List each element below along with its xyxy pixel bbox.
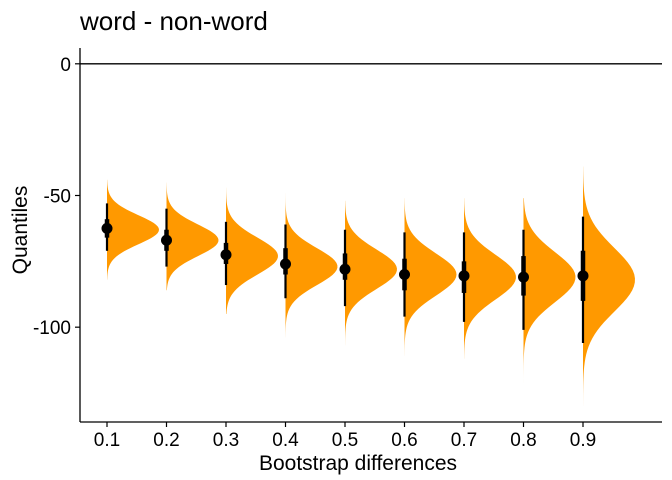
violin-0.3 (226, 187, 278, 315)
point-estimate-0.8 (518, 271, 529, 283)
point-estimate-0.9 (577, 270, 589, 282)
y-tick-label--50: -50 (44, 186, 71, 207)
violin-0.8 (523, 198, 576, 386)
violin-0.9 (583, 166, 635, 407)
point-estimate-0.4 (280, 258, 291, 270)
point-estimate-0.2 (161, 234, 172, 246)
violin-0.6 (404, 198, 457, 357)
x-tick-label-0.5: 0.5 (332, 430, 358, 451)
point-estimate-0.5 (339, 263, 351, 275)
x-tick-label-0.9: 0.9 (570, 430, 596, 451)
violin-0.2 (166, 182, 219, 291)
x-tick-label-0.1: 0.1 (94, 430, 120, 451)
violin-0.7 (464, 198, 516, 359)
x-tick-label-0.3: 0.3 (213, 430, 239, 451)
y-tick-label-0: 0 (60, 55, 71, 76)
chart-title: word - non-word (79, 6, 268, 36)
point-estimate-0.6 (399, 269, 410, 281)
plot-area (80, 63, 662, 407)
point-estimate-0.1 (101, 222, 113, 234)
x-tick-label-0.4: 0.4 (272, 430, 299, 451)
x-tick-label-0.2: 0.2 (153, 430, 179, 451)
y-axis-title: Quantiles (9, 186, 32, 275)
axes: 0.1 0.2 0.3 0.4 0.5 0.6 0.7 0.8 0.9 0 -50 -100 (33, 48, 662, 451)
point-estimate-0.3 (220, 249, 232, 261)
x-tick-label-0.6: 0.6 (391, 430, 417, 451)
x-axis-title: Bootstrap differences (259, 452, 457, 475)
x-tick-label-0.7: 0.7 (451, 430, 477, 451)
x-tick-label-0.8: 0.8 (510, 430, 536, 451)
violin-0.5 (345, 200, 397, 346)
point-estimate-0.7 (458, 270, 470, 282)
violin-0.1 (107, 179, 159, 280)
y-tick-label--100: -100 (33, 318, 71, 339)
violin-0.4 (285, 192, 338, 338)
